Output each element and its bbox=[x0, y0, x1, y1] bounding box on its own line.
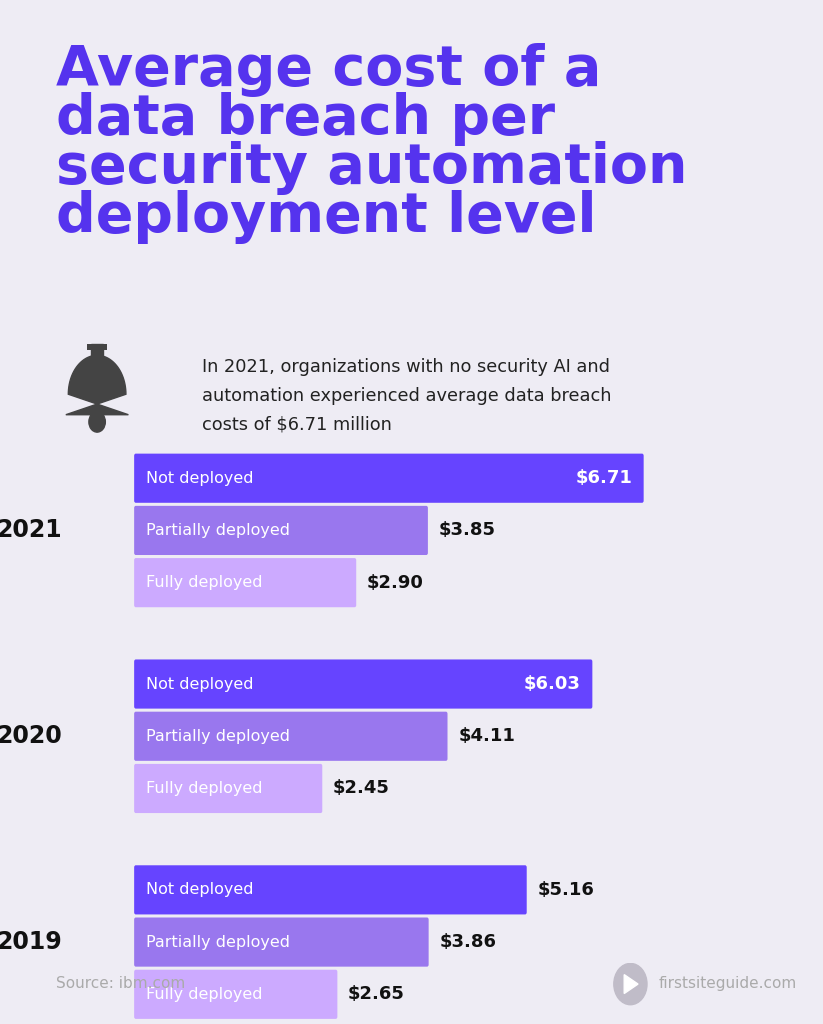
Text: Fully deployed: Fully deployed bbox=[146, 987, 263, 1001]
Polygon shape bbox=[66, 355, 128, 415]
Text: Partially deployed: Partially deployed bbox=[146, 523, 290, 538]
Text: Fully deployed: Fully deployed bbox=[146, 575, 263, 590]
Text: 2020: 2020 bbox=[0, 724, 62, 749]
Text: automation experienced average data breach: automation experienced average data brea… bbox=[202, 387, 611, 406]
Text: $2.65: $2.65 bbox=[348, 985, 405, 1004]
Text: In 2021, organizations with no security AI and: In 2021, organizations with no security … bbox=[202, 358, 610, 377]
Text: data breach per: data breach per bbox=[56, 92, 555, 146]
Bar bbox=[87, 344, 107, 350]
Text: costs of $6.71 million: costs of $6.71 million bbox=[202, 416, 392, 434]
Text: $2.45: $2.45 bbox=[333, 779, 390, 798]
Text: $4.11: $4.11 bbox=[458, 727, 515, 745]
Text: $2.90: $2.90 bbox=[367, 573, 424, 592]
Bar bbox=[91, 344, 103, 356]
Circle shape bbox=[89, 412, 105, 432]
Text: firstsiteguide.com: firstsiteguide.com bbox=[658, 976, 797, 991]
Text: deployment level: deployment level bbox=[56, 190, 597, 245]
Text: $6.71: $6.71 bbox=[575, 469, 632, 487]
Text: Not deployed: Not deployed bbox=[146, 471, 253, 485]
Text: Not deployed: Not deployed bbox=[146, 883, 253, 897]
Text: Partially deployed: Partially deployed bbox=[146, 935, 290, 949]
Circle shape bbox=[614, 964, 647, 1005]
Text: $3.86: $3.86 bbox=[439, 933, 496, 951]
Text: Source: ibm.com: Source: ibm.com bbox=[56, 976, 185, 991]
Text: 2019: 2019 bbox=[0, 930, 62, 954]
Text: $5.16: $5.16 bbox=[537, 881, 594, 899]
Text: Not deployed: Not deployed bbox=[146, 677, 253, 691]
Text: $6.03: $6.03 bbox=[524, 675, 581, 693]
Text: Average cost of a: Average cost of a bbox=[56, 43, 602, 97]
Text: 2021: 2021 bbox=[0, 518, 62, 543]
Text: security automation: security automation bbox=[56, 141, 687, 196]
Text: Fully deployed: Fully deployed bbox=[146, 781, 263, 796]
Polygon shape bbox=[624, 975, 638, 993]
Text: $3.85: $3.85 bbox=[439, 521, 495, 540]
Text: Partially deployed: Partially deployed bbox=[146, 729, 290, 743]
